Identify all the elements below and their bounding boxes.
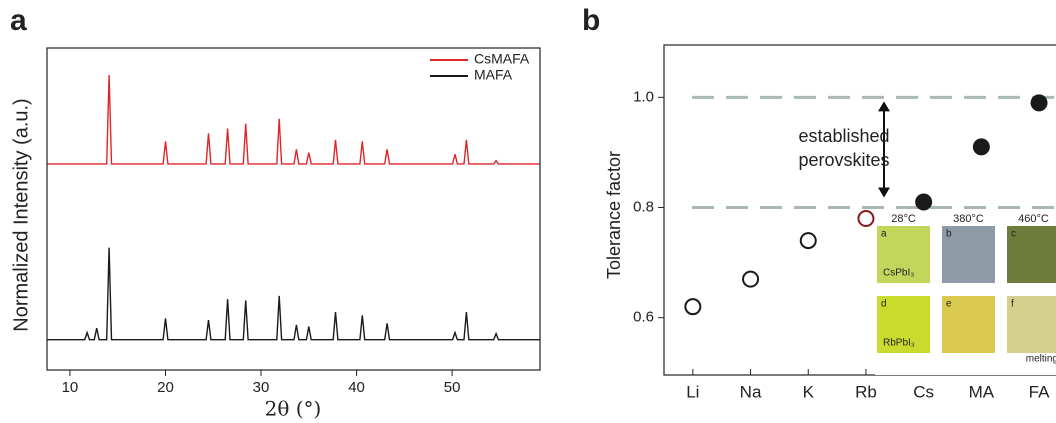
inset-label: melting	[1026, 354, 1056, 365]
x-axis-label: 2θ (°)	[265, 397, 322, 421]
legend-label: CsMAFA	[474, 51, 530, 67]
inset-photo	[877, 296, 930, 353]
data-point	[742, 270, 760, 288]
inset-letter: e	[946, 299, 952, 310]
inset-letter: b	[946, 229, 952, 240]
x-tick-label: MA	[969, 382, 995, 401]
inset-photo	[1007, 226, 1056, 283]
inset-letter: a	[881, 229, 887, 240]
inset-letter: c	[1011, 229, 1016, 240]
spectrum-line	[47, 247, 540, 341]
plot-frame	[46, 47, 541, 371]
data-point	[857, 210, 875, 228]
panel-letter: b	[582, 4, 600, 37]
inset-label: RbPbI₃	[883, 338, 915, 349]
x-tick-label: Cs	[913, 382, 934, 401]
data-point	[799, 232, 817, 250]
inset-temperature: 380°C	[953, 213, 984, 225]
data-point	[1030, 94, 1048, 112]
annotation: perovskites	[798, 150, 889, 170]
spectrum-line	[47, 74, 540, 165]
data-point	[915, 193, 933, 211]
y-axis-label: Normalized Intensity (a.u.)	[10, 98, 32, 331]
inset-photo	[942, 296, 995, 353]
arrow-head	[878, 101, 890, 112]
data-point	[972, 138, 990, 156]
inset-photo	[1007, 296, 1056, 353]
x-tick-label: K	[803, 382, 815, 401]
y-tick-label: 1.0	[633, 88, 654, 105]
plot-frame	[663, 44, 1056, 376]
inset-temperature: 28°C	[891, 213, 916, 225]
y-tick-label: 0.6	[633, 309, 654, 326]
legend-label: MAFA	[474, 67, 513, 83]
x-tick-label: FA	[1029, 382, 1050, 401]
inset-letter: f	[1011, 299, 1014, 310]
arrow-head	[878, 187, 890, 198]
inset-label: CsPbI₃	[883, 268, 914, 279]
panel-letter: a	[10, 4, 27, 37]
x-tick-label: Rb	[855, 382, 877, 401]
x-tick-label: 20	[157, 379, 174, 396]
y-axis-label: Tolerance factor	[604, 151, 624, 279]
y-tick-label: 0.8	[633, 198, 654, 215]
x-tick-label: Na	[740, 382, 762, 401]
inset-photo	[942, 226, 995, 283]
annotation: established	[798, 126, 889, 146]
inset-letter: d	[881, 299, 887, 310]
x-tick-label: Li	[686, 382, 699, 401]
data-point	[684, 298, 702, 316]
x-tick-label: 10	[62, 379, 79, 396]
x-tick-label: 40	[348, 379, 365, 396]
x-tick-label: 30	[253, 379, 270, 396]
x-tick-label: 50	[444, 379, 461, 396]
inset-photo	[877, 226, 930, 283]
inset-temperature: 460°C	[1018, 213, 1049, 225]
